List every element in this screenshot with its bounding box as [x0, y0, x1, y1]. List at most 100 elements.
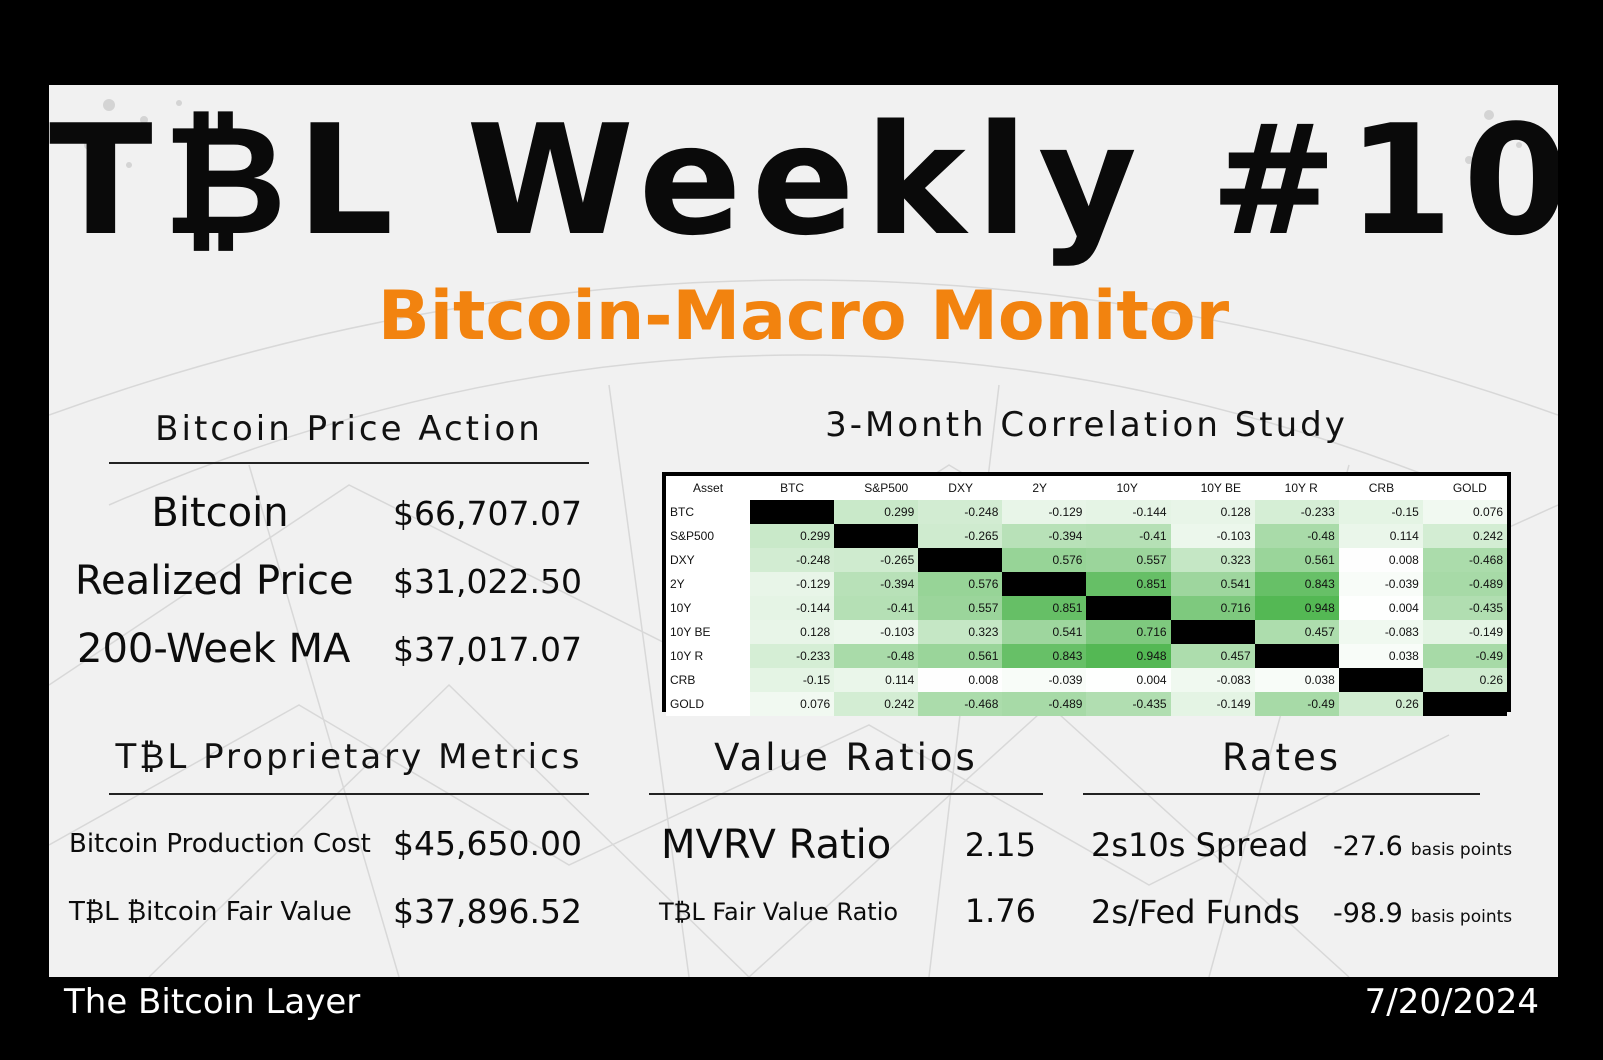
correlation-table: Asset BTC S&P500 DXY 2Y 10Y 10Y BE 10Y R CRB GOLD… — [666, 476, 1507, 716]
fair-value-ratio-label: T₿L Fair Value Ratio — [659, 898, 899, 926]
2s10s-label: 2s10s Spread — [1091, 826, 1309, 864]
correlation-column-header: BTC — [750, 476, 835, 500]
correlation-corner-label: Asset — [666, 476, 751, 500]
correlation-cell: -0.435 — [1422, 596, 1507, 620]
correlation-cell: 0.038 — [1254, 668, 1339, 692]
2s10s-value: -27.6 — [1333, 831, 1403, 862]
correlation-diagonal-cell — [1338, 668, 1423, 692]
correlation-cell: -0.48 — [1254, 524, 1339, 548]
correlation-cell: -0.083 — [1170, 668, 1255, 692]
correlation-cell: -0.48 — [834, 644, 919, 668]
correlation-diagonal-cell — [1422, 692, 1507, 716]
correlation-cell: 0.948 — [1254, 596, 1339, 620]
correlation-cell: -0.083 — [1338, 620, 1423, 644]
correlation-cell: -0.394 — [1002, 524, 1087, 548]
correlation-cell: 0.26 — [1338, 692, 1423, 716]
content-panel: T₿L Weekly #102 Bitcoin-Macro Monitor Bi… — [49, 85, 1558, 977]
correlation-cell: -0.149 — [1422, 620, 1507, 644]
correlation-cell: 0.541 — [1002, 620, 1087, 644]
correlation-cell: -0.41 — [834, 596, 919, 620]
production-cost-value: $45,650.00 — [393, 824, 582, 863]
correlation-column-header: 2Y — [1002, 476, 1087, 500]
correlation-column-header: DXY — [918, 476, 1003, 500]
correlation-cell: 0.557 — [1086, 548, 1171, 572]
correlation-cell: 0.242 — [834, 692, 919, 716]
value-ratios-heading: Value Ratios — [714, 736, 978, 779]
correlation-column-header: GOLD — [1422, 476, 1507, 500]
correlation-cell: 0.038 — [1338, 644, 1423, 668]
correlation-cell: -0.129 — [1002, 500, 1087, 524]
correlation-diagonal-cell — [834, 524, 919, 548]
realized-price-value: $31,022.50 — [393, 562, 582, 601]
correlation-cell: -0.489 — [1002, 692, 1087, 716]
footer-date: 7/20/2024 — [1364, 982, 1539, 1022]
correlation-cell: 0.299 — [750, 524, 835, 548]
correlation-cell: -0.49 — [1254, 692, 1339, 716]
correlation-table-frame: Asset BTC S&P500 DXY 2Y 10Y 10Y BE 10Y R CRB GOLD… — [662, 472, 1511, 716]
correlation-cell: -0.039 — [1338, 572, 1423, 596]
2s10s-unit: basis points — [1410, 840, 1513, 860]
correlation-row-header: GOLD — [666, 692, 751, 716]
correlation-cell: -0.468 — [1422, 548, 1507, 572]
correlation-row-header: S&P500 — [666, 524, 751, 548]
correlation-cell: -0.233 — [750, 644, 835, 668]
correlation-row: BTC 0.299 -0.248 -0.129 -0.144 0.128 -0.233 -0.… — [666, 500, 1507, 524]
correlation-diagonal-cell — [918, 548, 1003, 572]
proprietary-divider — [109, 793, 589, 795]
correlation-cell: -0.15 — [1338, 500, 1423, 524]
correlation-cell: 0.008 — [918, 668, 1003, 692]
correlation-row-header: 2Y — [666, 572, 751, 596]
correlation-cell: 0.114 — [1338, 524, 1423, 548]
fed-funds-value: -98.9 — [1333, 898, 1403, 929]
correlation-cell: -0.103 — [1170, 524, 1255, 548]
correlation-cell: 0.576 — [1002, 548, 1087, 572]
correlation-cell: -0.265 — [918, 524, 1003, 548]
bitcoin-price-value: $66,707.07 — [393, 494, 582, 533]
fed-funds-value-group: -98.9 basis points — [1333, 900, 1512, 927]
correlation-cell: 0.076 — [1422, 500, 1507, 524]
correlation-heading: 3-Month Correlation Study — [825, 405, 1348, 445]
correlation-column-header: 10Y BE — [1170, 476, 1255, 500]
correlation-cell: -0.233 — [1254, 500, 1339, 524]
correlation-header-row: Asset BTC S&P500 DXY 2Y 10Y 10Y BE 10Y R CRB GOLD — [666, 476, 1507, 500]
fed-funds-label: 2s/Fed Funds — [1091, 893, 1300, 931]
correlation-row: DXY -0.248 -0.265 0.576 0.557 0.323 0.561 0.008… — [666, 548, 1507, 572]
correlation-cell: -0.435 — [1086, 692, 1171, 716]
mvrv-value: 2.15 — [964, 826, 1036, 864]
correlation-row: GOLD 0.076 0.242 -0.468 -0.489 -0.435 -0.149 -0… — [666, 692, 1507, 716]
correlation-cell: -0.49 — [1422, 644, 1507, 668]
correlation-cell: -0.489 — [1422, 572, 1507, 596]
correlation-row-header: 10Y — [666, 596, 751, 620]
correlation-cell: 0.299 — [834, 500, 919, 524]
correlation-cell: 0.948 — [1086, 644, 1171, 668]
correlation-cell: -0.248 — [750, 548, 835, 572]
price-action-divider — [109, 462, 589, 464]
value-ratios-divider — [649, 793, 1043, 795]
correlation-row-header: 10Y BE — [666, 620, 751, 644]
correlation-column-header: 10Y — [1086, 476, 1171, 500]
correlation-diagonal-cell — [1170, 620, 1255, 644]
correlation-cell: 0.843 — [1002, 644, 1087, 668]
correlation-cell: -0.248 — [918, 500, 1003, 524]
footer-brand: The Bitcoin Layer — [64, 982, 361, 1022]
correlation-cell: 0.323 — [918, 620, 1003, 644]
correlation-cell: 0.128 — [750, 620, 835, 644]
correlation-cell: -0.039 — [1002, 668, 1087, 692]
production-cost-label: Bitcoin Production Cost — [69, 829, 371, 859]
200-week-ma-label: 200-Week MA — [77, 626, 351, 672]
correlation-column-header: 10Y R — [1254, 476, 1339, 500]
correlation-cell: -0.468 — [918, 692, 1003, 716]
correlation-cell: 0.716 — [1086, 620, 1171, 644]
correlation-cell: 0.576 — [918, 572, 1003, 596]
realized-price-label: Realized Price — [75, 558, 354, 604]
page-subtitle: Bitcoin-Macro Monitor — [377, 277, 1230, 356]
correlation-row: 10Y R -0.233 -0.48 0.561 0.843 0.948 0.457 0.03… — [666, 644, 1507, 668]
correlation-row: 2Y -0.129 -0.394 0.576 0.851 0.541 0.843 -0.039… — [666, 572, 1507, 596]
correlation-row: CRB -0.15 0.114 0.008 -0.039 0.004 -0.083 0.038… — [666, 668, 1507, 692]
correlation-cell: 0.076 — [750, 692, 835, 716]
fed-funds-unit: basis points — [1410, 907, 1513, 927]
correlation-cell: -0.394 — [834, 572, 919, 596]
correlation-cell: -0.129 — [750, 572, 835, 596]
2s10s-value-group: -27.6 basis points — [1333, 833, 1512, 860]
correlation-diagonal-cell — [750, 500, 835, 524]
